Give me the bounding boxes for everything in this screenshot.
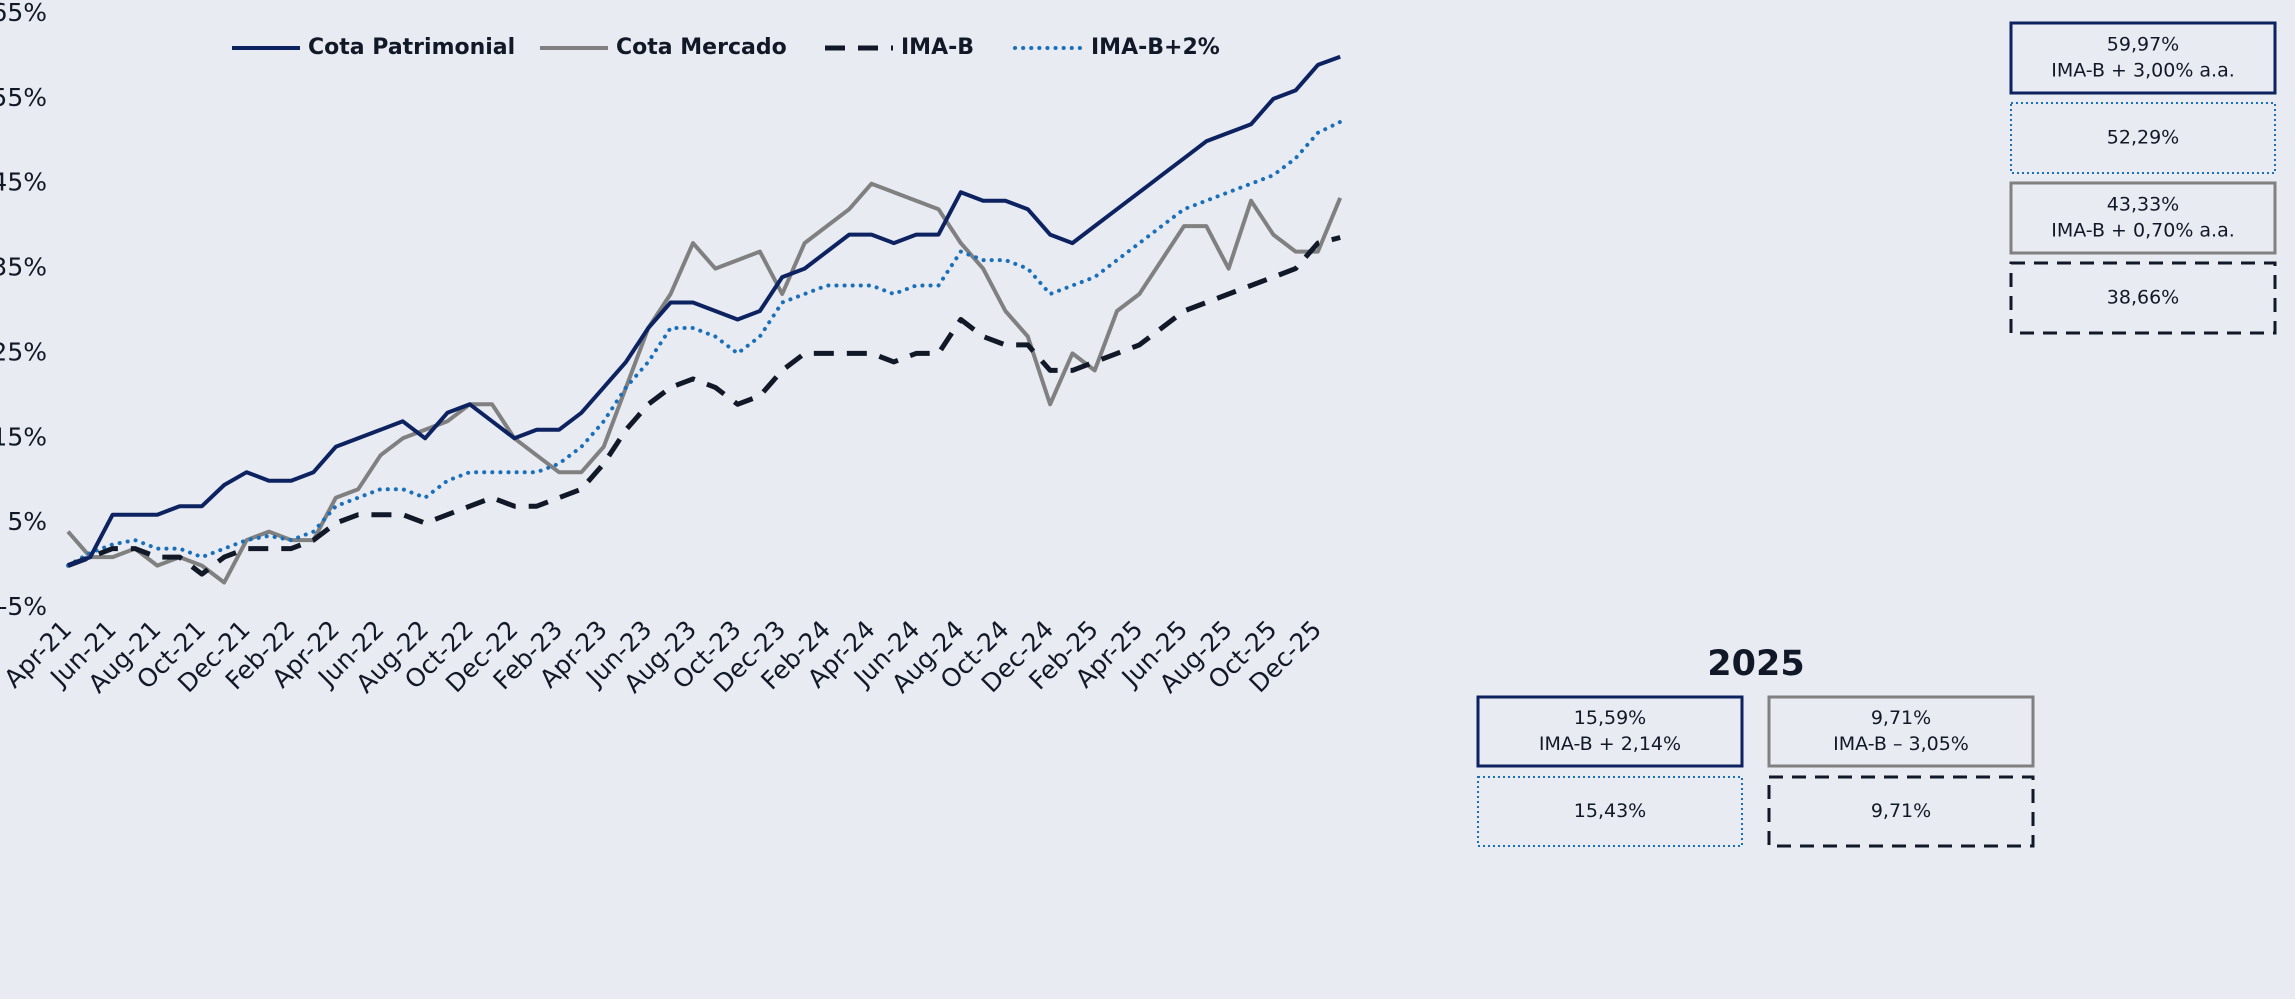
box-text: 15,59% [1574, 707, 1646, 729]
series-line [66, 181, 1343, 585]
value-box [2009, 181, 2277, 255]
box-text: IMA-B + 0,70% a.a. [2051, 220, 2235, 242]
value-box [1476, 695, 1744, 768]
legend-label: Cota Patrimonial [308, 35, 515, 60]
legend-label: IMA-B+2% [1091, 35, 1220, 60]
value-box [2010, 102, 2276, 174]
y-tick-label: 15% [0, 422, 47, 451]
box-text: 59,97% [2107, 34, 2179, 56]
y-tick-label: 45% [0, 168, 47, 197]
value-box [1767, 695, 2035, 768]
box-text: IMA-B + 3,00% a.a. [2051, 60, 2235, 82]
value-box [1477, 776, 1743, 847]
box-text: 9,71% [1871, 800, 1931, 822]
y-tick-label: 5% [7, 507, 47, 536]
y-tick-label: -5% [0, 592, 47, 621]
y-tick-label: 65% [0, 0, 47, 27]
y-tick-label: 55% [0, 83, 47, 112]
box-text: IMA-B – 3,05% [1833, 733, 1969, 755]
box-text: IMA-B + 2,14% [1539, 733, 1681, 755]
value-box [2009, 21, 2277, 95]
legend-label: Cota Mercado [616, 35, 787, 60]
box-text: 38,66% [2107, 287, 2179, 309]
value-box [2009, 261, 2277, 335]
value-box [1767, 775, 2035, 848]
year-title: 2025 [1707, 644, 1804, 684]
box-text: 43,33% [2107, 194, 2179, 216]
y-tick-label: 25% [0, 337, 47, 366]
box-text: 52,29% [2107, 127, 2179, 149]
series-line [66, 119, 1343, 568]
legend-label: IMA-B [901, 35, 974, 60]
series-line [67, 54, 1341, 568]
box-text: 15,43% [1574, 800, 1646, 822]
y-tick-label: 35% [0, 253, 47, 282]
box-text: 9,71% [1871, 707, 1931, 729]
